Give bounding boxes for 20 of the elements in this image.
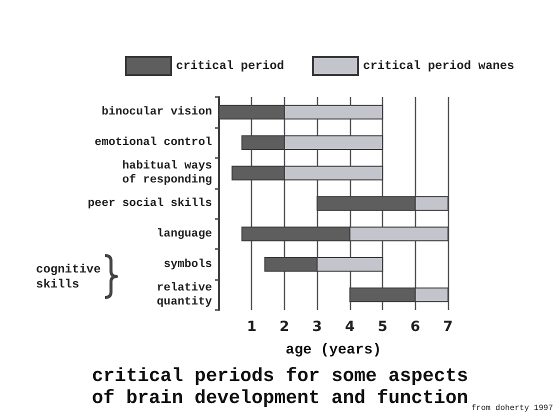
x-tick-label: 3 <box>312 319 322 335</box>
legend-label: critical period <box>176 59 284 73</box>
x-axis-title: age (years) <box>286 342 382 358</box>
text: cognitive skills <box>36 262 101 292</box>
text: from doherty 1997 <box>471 404 554 413</box>
y-tick-label: symbols <box>164 258 212 271</box>
x-tick-label: 2 <box>280 319 290 335</box>
y-tick-label: habitual ways of responding <box>122 160 212 187</box>
x-tick-label: 4 <box>344 319 355 335</box>
x-tick-label: 6 <box>410 319 420 335</box>
y-tick-label: binocular vision <box>102 106 212 119</box>
x-tick-label: 5 <box>378 319 388 335</box>
text: critical periods for some aspects of brain development and function <box>92 365 468 409</box>
x-tick-label: 1 <box>246 319 257 335</box>
y-tick-label: peer social skills <box>88 197 212 210</box>
legend-label: critical period wanes <box>363 59 514 73</box>
y-tick-label: language <box>156 227 212 240</box>
y-tick-label: relative quantity <box>156 281 212 308</box>
x-tick-label: 7 <box>443 319 453 335</box>
y-tick-label: emotional control <box>94 136 212 150</box>
